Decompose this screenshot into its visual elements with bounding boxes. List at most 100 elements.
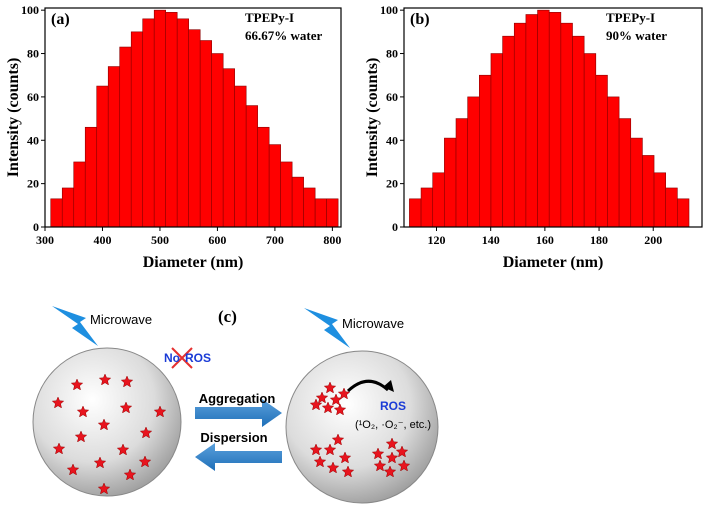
star <box>313 455 327 468</box>
bar <box>677 198 690 228</box>
y-tick-label: 20 <box>386 177 398 191</box>
bar <box>432 172 445 228</box>
bar <box>130 31 144 228</box>
plot-frame <box>403 7 703 228</box>
bar <box>257 126 270 228</box>
bar <box>50 198 63 228</box>
star <box>383 465 397 478</box>
bar <box>479 74 492 228</box>
sphere <box>32 347 182 497</box>
bar <box>245 105 258 228</box>
bar <box>234 85 247 228</box>
x-tick-label: 160 <box>536 233 554 247</box>
star <box>97 482 111 495</box>
source-label: Microwave <box>90 312 152 327</box>
bar <box>490 53 503 228</box>
bar <box>107 66 121 228</box>
star <box>321 401 335 414</box>
bar <box>314 198 327 228</box>
star <box>333 403 347 416</box>
bar <box>548 12 562 228</box>
star <box>52 442 66 455</box>
panel-label: (b) <box>410 11 430 28</box>
y-tick-label: 20 <box>27 177 39 191</box>
star <box>97 418 111 431</box>
y-tick-label: 100 <box>21 3 39 17</box>
y-tick-label: 40 <box>27 133 39 147</box>
star <box>341 465 355 478</box>
plot-frame <box>44 7 342 228</box>
bar <box>420 187 434 228</box>
star <box>373 459 387 472</box>
star <box>385 437 399 450</box>
bar <box>642 155 655 228</box>
x-tick-label: 140 <box>482 233 500 247</box>
process-label: Dispersion <box>200 430 267 445</box>
bar <box>537 9 550 228</box>
star <box>74 430 88 443</box>
bar <box>153 9 166 228</box>
star <box>139 426 153 439</box>
star <box>119 401 133 414</box>
annotation: 90% water <box>606 28 667 43</box>
star <box>385 451 399 464</box>
bar <box>280 161 293 228</box>
star <box>93 456 107 469</box>
diagram: (c) Microwave Microwave No ROS Aggregati… <box>32 306 439 504</box>
arrowhead <box>383 380 394 392</box>
x-tick-label: 200 <box>644 233 662 247</box>
star <box>338 451 352 464</box>
star <box>138 455 152 468</box>
y-tick-label: 80 <box>386 47 398 61</box>
star <box>323 381 337 394</box>
bar <box>595 74 608 228</box>
annotation: 66.67% water <box>245 28 322 43</box>
bar <box>291 176 304 228</box>
arrow <box>195 443 282 471</box>
lightning <box>304 308 350 348</box>
star <box>120 375 134 388</box>
bar <box>607 96 620 228</box>
x-tick-label: 500 <box>151 233 169 247</box>
bar <box>199 40 212 228</box>
star <box>395 445 409 458</box>
star <box>331 433 345 446</box>
ros-label: ROS <box>380 399 406 413</box>
bar <box>222 68 235 228</box>
bar <box>61 187 75 228</box>
annotation: TPEPy-I <box>245 10 294 25</box>
x-tick-label: 400 <box>93 233 111 247</box>
bar <box>165 12 178 228</box>
no-label: No <box>164 351 180 365</box>
y-tick-label: 60 <box>386 90 398 104</box>
ros-species: (¹O₂, ·O₂⁻, etc.) <box>355 419 431 431</box>
star <box>323 443 337 456</box>
y-axis-label: Intensity (counts) <box>364 58 381 178</box>
bar <box>618 118 632 228</box>
bar <box>665 187 678 228</box>
star <box>371 447 385 460</box>
cross <box>171 347 193 369</box>
x-tick-label: 700 <box>266 233 284 247</box>
star <box>70 378 84 391</box>
y-tick-label: 0 <box>33 220 39 234</box>
bar <box>119 46 132 228</box>
bar <box>326 198 339 228</box>
star <box>51 396 65 409</box>
panel-label: (a) <box>51 11 70 28</box>
x-axis-label: Diameter (nm) <box>503 254 604 271</box>
bar <box>96 85 109 228</box>
bar <box>583 53 597 228</box>
bar <box>409 198 422 228</box>
bar <box>142 18 155 228</box>
bar <box>211 53 224 228</box>
lightning <box>52 306 98 346</box>
star <box>397 459 411 472</box>
bar <box>455 118 468 228</box>
star <box>309 398 323 411</box>
source-label: Microwave <box>342 316 404 331</box>
bar <box>630 137 643 228</box>
star <box>98 373 112 386</box>
x-axis-label: Diameter (nm) <box>143 254 244 271</box>
